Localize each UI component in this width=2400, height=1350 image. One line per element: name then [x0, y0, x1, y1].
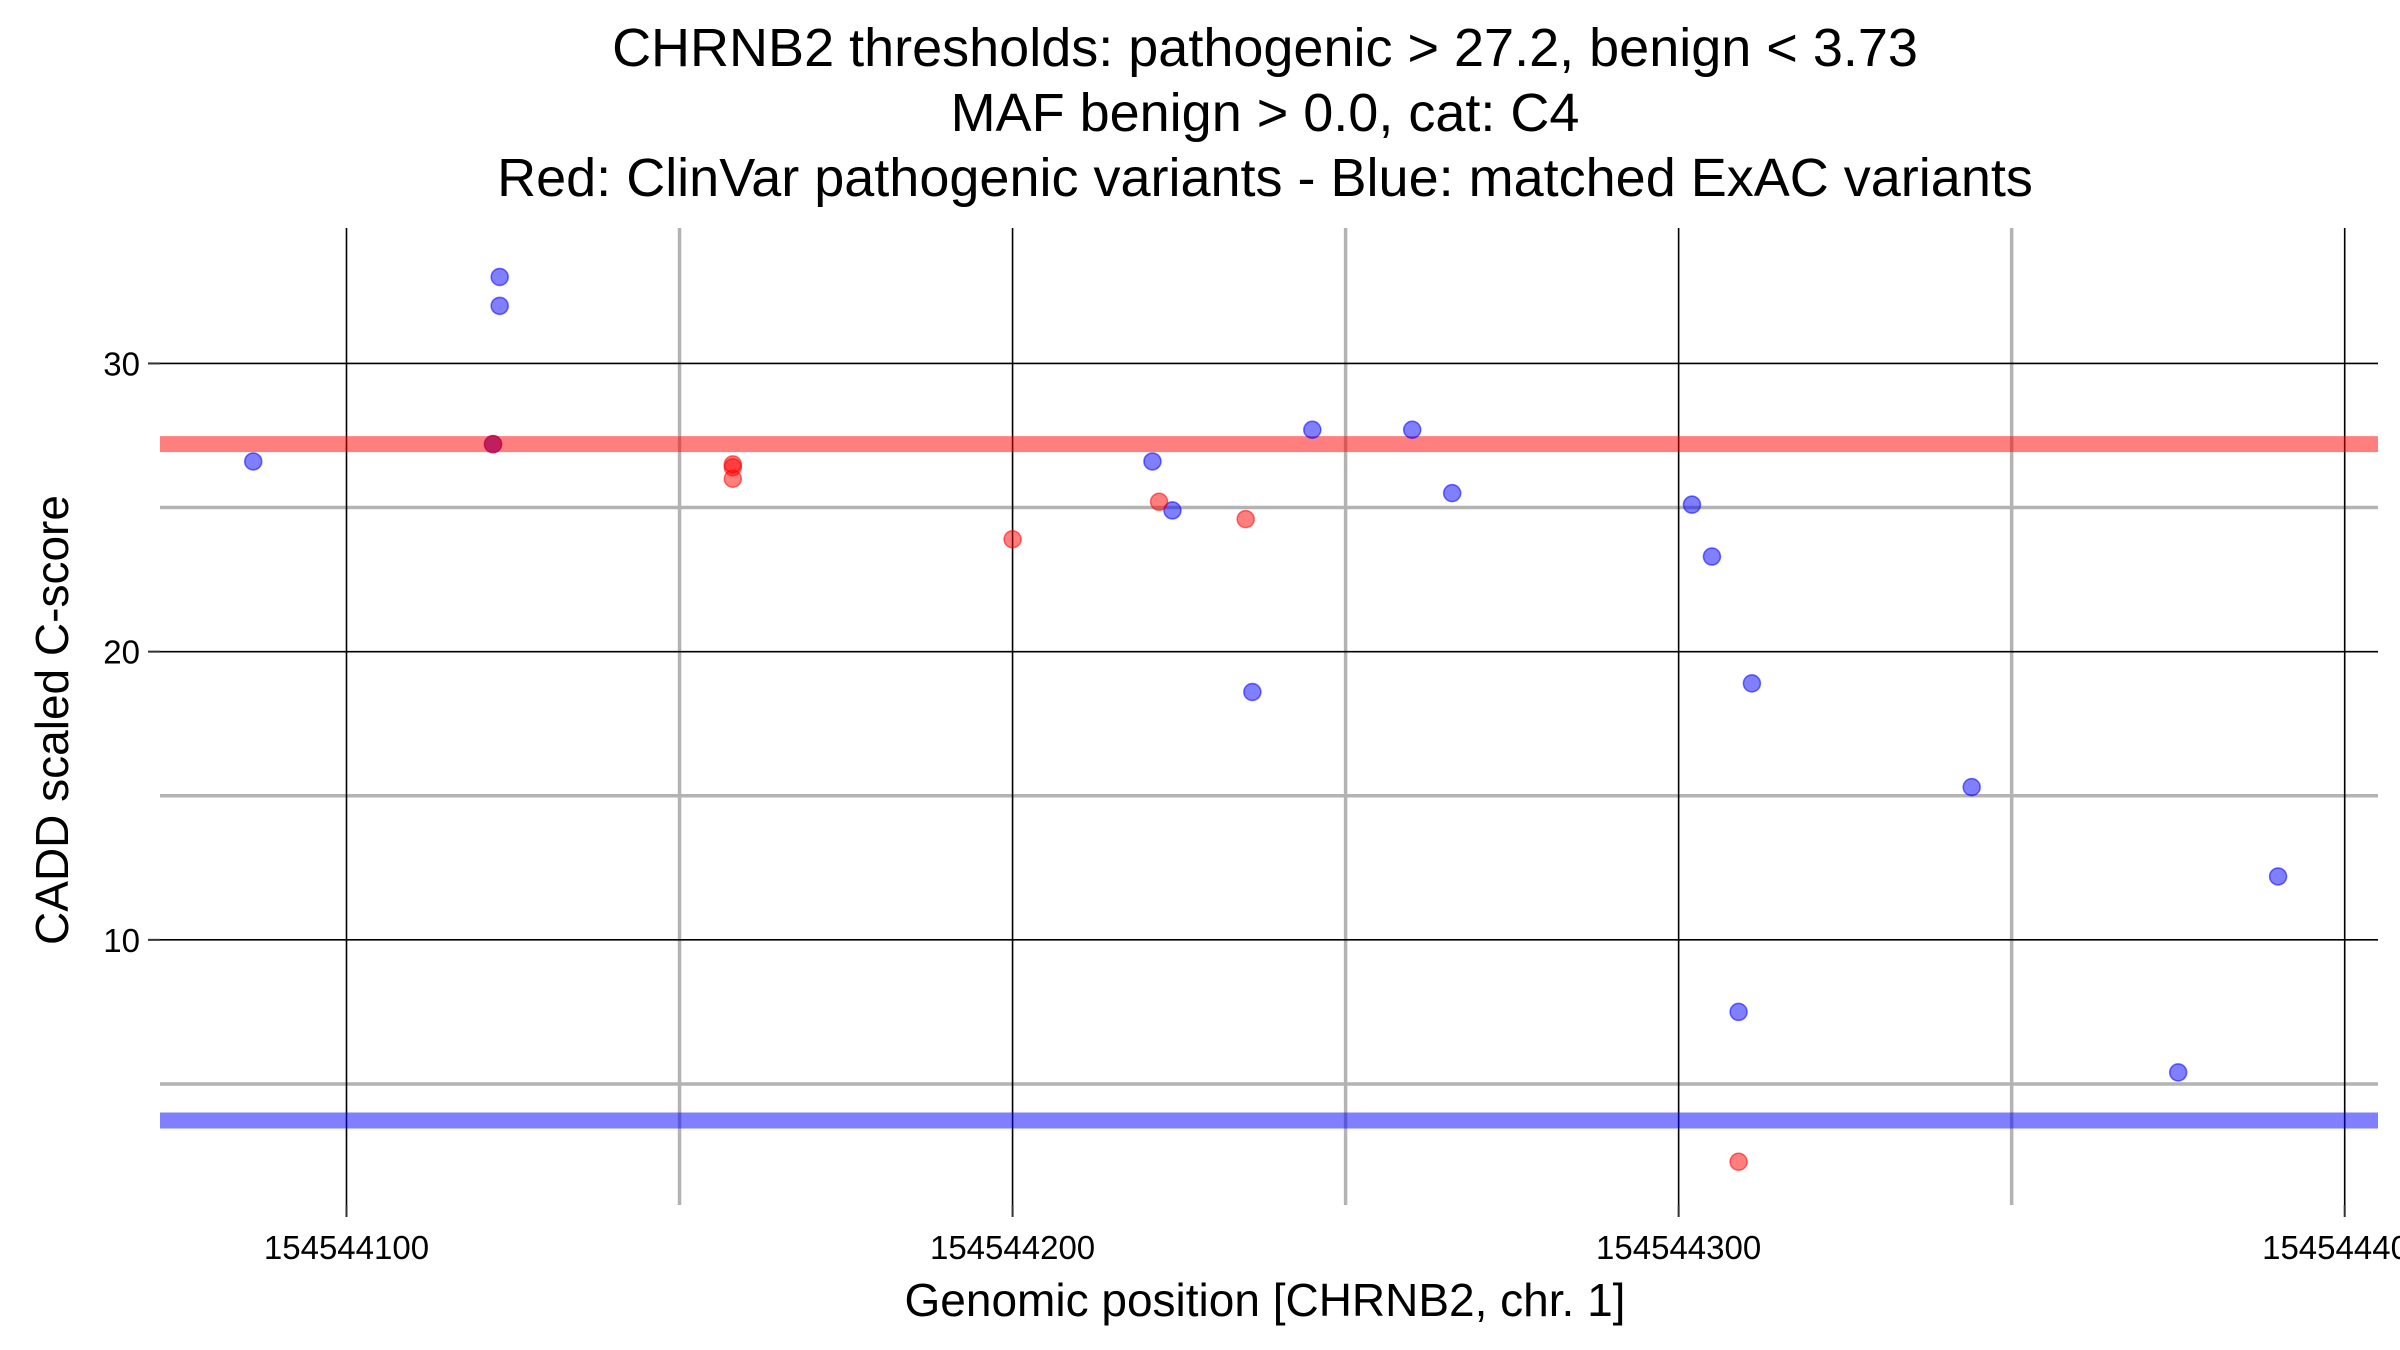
exac-point-8: [1402, 420, 1422, 439]
clinvar-point-5: [1149, 492, 1169, 512]
exac-point-10: [1682, 495, 1702, 514]
exac-point-0: [243, 452, 263, 471]
tick-labels: 154544100 154544200 154544300 154544400 10 20…: [103, 345, 2400, 1266]
exac-point-16: [2268, 867, 2288, 886]
exac-point-14: [1962, 777, 1981, 797]
x-axis-label: Genomic position [CHRNB2, chr. 1]: [905, 1274, 1626, 1326]
exac-point-6: [1243, 682, 1262, 702]
exac-point-4: [1143, 452, 1162, 471]
exac-point-5: [1163, 501, 1182, 520]
major-gridlines: [160, 228, 2378, 1205]
chart-title: CHRNB2 thresholds: pathogenic > 27.2, be…: [497, 18, 2033, 208]
exac-point-7: [1303, 420, 1322, 439]
x-tick-label-2: 154544300: [1596, 1229, 1761, 1266]
y-axis-label: CADD scaled C-score: [26, 495, 78, 945]
exac-point-3: [490, 296, 509, 316]
clinvar-point-3: [723, 469, 743, 488]
exac-point-15: [2168, 1063, 2188, 1082]
x-tick-label-3: 154544400: [2262, 1229, 2400, 1266]
x-tick-label-0: 154544100: [264, 1229, 429, 1266]
y-tick-label-2: 30: [103, 345, 140, 382]
minor-gridlines: [160, 228, 2378, 1205]
exac-point-2: [490, 267, 509, 287]
y-tick-label-0: 10: [103, 922, 140, 959]
data-points: [243, 267, 2288, 1172]
exac-point-9: [1442, 483, 1462, 503]
clinvar-point-6: [1236, 509, 1255, 529]
title-line-3: Red: ClinVar pathogenic variants - Blue:…: [497, 148, 2033, 208]
x-tick-label-1: 154544200: [930, 1229, 1095, 1266]
exac-point-12: [1742, 674, 1762, 693]
y-tick-label-1: 20: [103, 634, 140, 671]
exac-point-13: [1729, 1002, 1748, 1022]
exac-point-11: [1702, 547, 1722, 566]
title-line-1: CHRNB2 thresholds: pathogenic > 27.2, be…: [612, 18, 1918, 78]
threshold-lines: [160, 436, 2378, 1129]
clinvar-point-0: [483, 434, 503, 454]
clinvar-point-7: [1729, 1152, 1748, 1172]
axis-ticks: [148, 362, 2346, 1217]
clinvar-point-4: [1003, 530, 1022, 549]
title-line-2: MAF benign > 0.0, cat: C4: [951, 83, 1580, 143]
